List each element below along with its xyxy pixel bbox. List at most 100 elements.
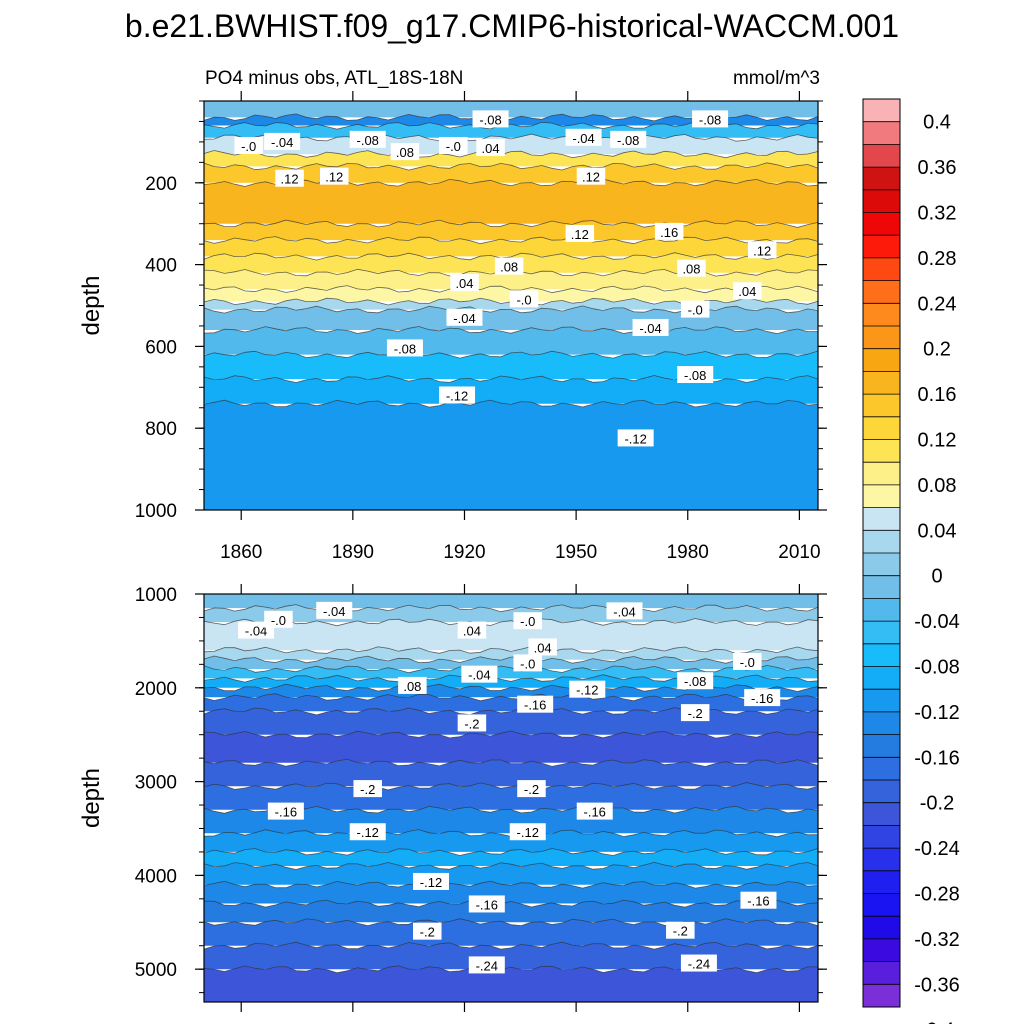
- colorbar-bin: [863, 984, 900, 1008]
- contour-band: [204, 881, 818, 904]
- y-axis-title: depth: [78, 275, 105, 335]
- colorbar: 0.4 0.36 0.32 0.28 0.24 0.2 0.16 0.12 0.08 0.04 0 -…: [862, 98, 960, 1029]
- contour-line: [203, 674, 819, 683]
- svg-text:-.16: -.16: [751, 691, 773, 706]
- svg-text:-.08: -.08: [684, 368, 706, 383]
- contour-line: [203, 375, 819, 384]
- contour-label: -.0: [733, 653, 762, 670]
- contour-label: -.08: [386, 339, 423, 357]
- colorbar-label: -0.2: [920, 793, 954, 815]
- svg-text:-.08: -.08: [684, 674, 706, 689]
- contour-line: [203, 285, 819, 294]
- contour-label: .08: [390, 143, 420, 161]
- svg-text:-.08: -.08: [617, 133, 639, 148]
- svg-text:-.0: -.0: [520, 656, 535, 671]
- contour-band: [204, 674, 818, 688]
- svg-text:-.12: -.12: [357, 825, 379, 840]
- contour-band: [204, 134, 818, 155]
- contour-line: [203, 326, 819, 335]
- colorbar-bin: [863, 711, 900, 736]
- contour-line: [203, 305, 819, 314]
- contour-label: .12: [576, 167, 606, 185]
- contour-label: -.0: [509, 290, 539, 308]
- colorbar-bin: [863, 870, 900, 894]
- colorbar-label: -0.16: [914, 747, 960, 769]
- contour-label: -.2: [457, 714, 487, 732]
- colorbar-bin: [863, 167, 900, 191]
- contour-label: -.0: [234, 136, 263, 154]
- contour-band: [204, 400, 818, 510]
- colorbar-bin: [863, 416, 900, 440]
- contour-label: .08: [398, 676, 427, 694]
- contour-fill: [203, 594, 819, 1002]
- contour-line: [203, 758, 819, 767]
- colorbar-bin: [863, 553, 900, 577]
- colorbar-bin: [863, 394, 900, 418]
- svg-text:-.2: -.2: [420, 925, 435, 940]
- contour-band: [204, 656, 818, 669]
- svg-text:.04: .04: [455, 276, 473, 291]
- colorbar-label: 0.24: [918, 293, 957, 315]
- svg-text:-.04: -.04: [323, 604, 345, 619]
- svg-text:-.0: -.0: [516, 292, 531, 307]
- plot-frame: [203, 593, 819, 1003]
- contour-label: -.08: [349, 130, 386, 148]
- svg-text:.08: .08: [396, 145, 414, 160]
- contour-label: -.08: [610, 130, 647, 148]
- contour-line: [203, 618, 819, 627]
- colorbar-label: -0.12: [914, 702, 960, 724]
- x-tick-label: 1920: [443, 542, 485, 563]
- contour-label: -.24: [468, 956, 505, 974]
- contour-band: [204, 759, 818, 787]
- contour-label: -.04: [446, 308, 483, 326]
- colorbar-bin: [863, 144, 900, 168]
- colorbar-bin: [863, 802, 900, 826]
- upper-panel: 200 400 600 800 1000 1860 1890 1920 1950 1980 2010…: [78, 91, 827, 563]
- contour-line: [203, 162, 819, 171]
- svg-text:.08: .08: [682, 262, 700, 277]
- y-tick-label: 1000: [135, 501, 177, 522]
- svg-text:-.04: -.04: [271, 135, 293, 150]
- contour-label: .08: [677, 259, 706, 277]
- contour-band: [204, 162, 818, 183]
- svg-text:-.16: -.16: [476, 897, 498, 912]
- contour-label: .04: [457, 621, 487, 639]
- contour-band: [204, 179, 818, 224]
- colorbar-bin: [863, 326, 900, 350]
- chart-title: b.e21.BWHIST.f09_g17.CMIP6-historical-WA…: [125, 8, 899, 44]
- colorbar-bin: [863, 734, 900, 758]
- chart-subtitle: PO4 minus obs, ATL_18S-18N: [205, 68, 463, 89]
- contour-label: -.0: [264, 610, 293, 628]
- contour-label: .12: [747, 241, 777, 259]
- x-tick-label: 2010: [778, 542, 820, 563]
- colorbar-label: 0.36: [918, 157, 957, 179]
- colorbar-bin: [863, 780, 900, 804]
- contour-label: -.04: [264, 132, 301, 150]
- contour-line: [203, 646, 819, 655]
- contour-label: -.12: [509, 823, 546, 841]
- contour-line: [203, 693, 819, 702]
- colorbar-bin: [863, 893, 900, 917]
- colorbar-label: -0.28: [914, 884, 960, 906]
- svg-text:-.24: -.24: [476, 958, 498, 973]
- colorbar-label: 0: [931, 566, 942, 588]
- svg-text:-.04: -.04: [639, 321, 661, 336]
- contour-band: [204, 375, 818, 404]
- svg-text:-.04: -.04: [245, 624, 267, 639]
- contour-label: -.0: [439, 136, 468, 154]
- contour-label: -.08: [677, 672, 714, 690]
- colorbar-frame: [862, 98, 901, 1008]
- contour-label: -.04: [565, 128, 602, 146]
- colorbar-bin: [863, 235, 900, 259]
- contour-band: [204, 965, 818, 1002]
- contour-band: [204, 269, 818, 290]
- contour-label: -.16: [267, 802, 304, 820]
- colorbar-bin: [863, 280, 900, 304]
- colorbar-label: -0.4: [920, 1020, 954, 1024]
- contour-band: [204, 731, 818, 763]
- contour-label: .12: [319, 167, 349, 185]
- contour-band: [204, 900, 818, 923]
- svg-text:.08: .08: [500, 260, 518, 275]
- colorbar-bin: [863, 825, 900, 849]
- contour-line: [203, 236, 819, 245]
